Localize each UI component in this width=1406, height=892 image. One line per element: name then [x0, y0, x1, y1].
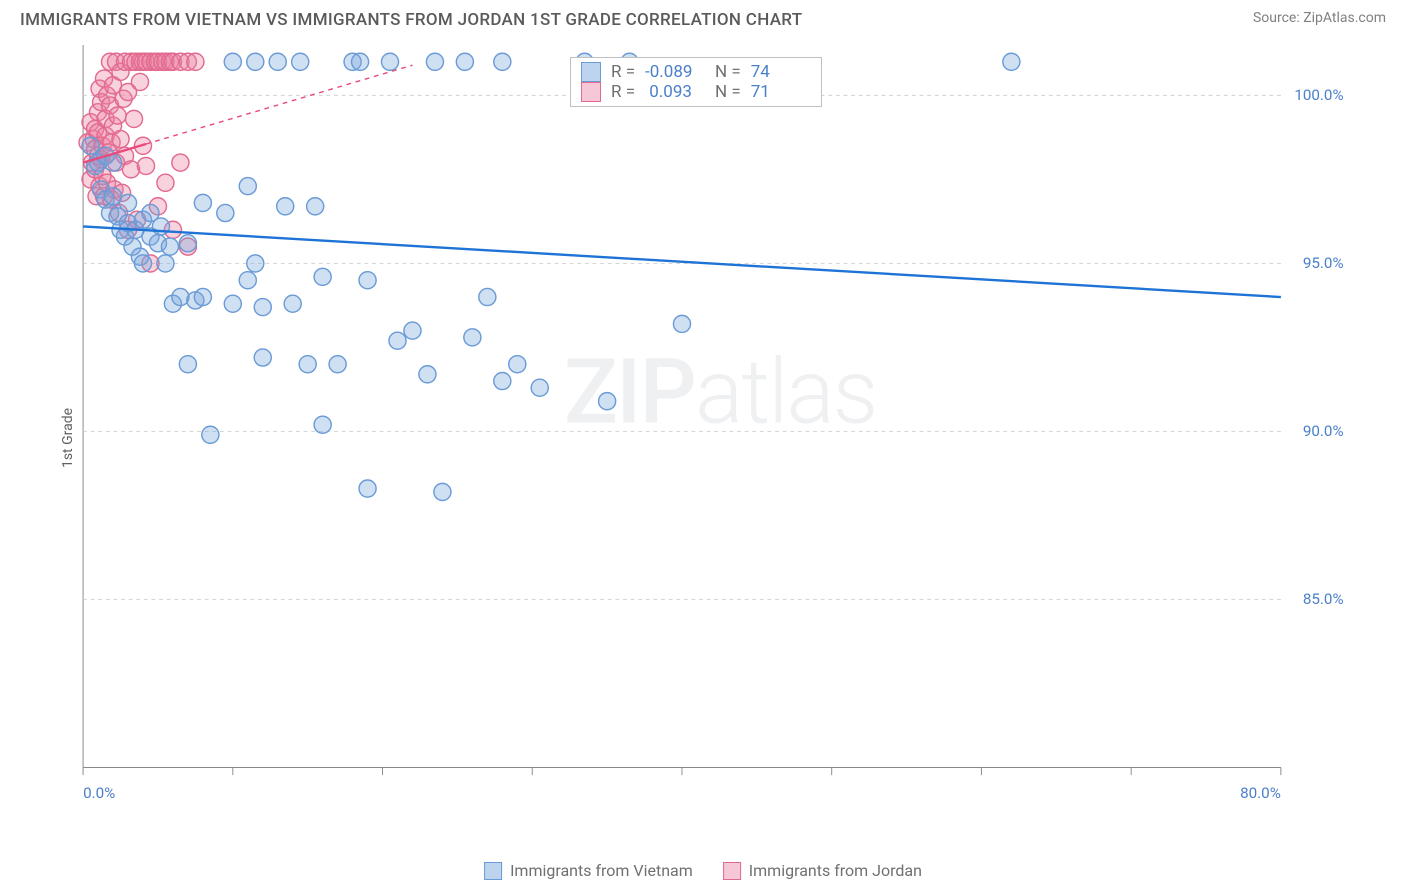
- svg-text:90.0%: 90.0%: [1303, 422, 1344, 440]
- scatter-plot: 85.0% 90.0% 95.0% 100.0% 0.0% 80.0%: [50, 45, 1390, 815]
- stats-r-vietnam: -0.089: [645, 62, 705, 82]
- svg-text:85.0%: 85.0%: [1303, 590, 1344, 608]
- stats-n-label: N =: [715, 82, 741, 102]
- stats-r-label: R =: [611, 82, 635, 102]
- stats-r-label: R =: [611, 62, 635, 82]
- stats-n-label: N =: [715, 62, 741, 82]
- svg-text:95.0%: 95.0%: [1303, 254, 1344, 272]
- chart-container: 1st Grade 85.0%90.0%95.0%100.0%0.0%80.0%…: [50, 45, 1390, 815]
- legend-swatch-jordan: [723, 862, 741, 880]
- legend-item-jordan: Immigrants from Jordan: [723, 861, 922, 880]
- stats-swatch-jordan: [581, 82, 601, 102]
- stats-r-jordan: 0.093: [645, 82, 705, 102]
- svg-text:100.0%: 100.0%: [1294, 86, 1343, 104]
- legend-label-jordan: Immigrants from Jordan: [749, 861, 922, 880]
- stats-legend: R = -0.089 N = 74 R = 0.093 N = 71: [570, 57, 822, 107]
- legend-swatch-vietnam: [484, 862, 502, 880]
- bottom-legend: Immigrants from Vietnam Immigrants from …: [484, 861, 922, 880]
- svg-text:80.0%: 80.0%: [1240, 784, 1281, 802]
- chart-title: IMMIGRANTS FROM VIETNAM VS IMMIGRANTS FR…: [20, 10, 802, 30]
- legend-item-vietnam: Immigrants from Vietnam: [484, 861, 693, 880]
- stats-swatch-vietnam: [581, 62, 601, 82]
- stats-row-vietnam: R = -0.089 N = 74: [581, 62, 811, 82]
- legend-label-vietnam: Immigrants from Vietnam: [510, 861, 693, 880]
- stats-row-jordan: R = 0.093 N = 71: [581, 82, 811, 102]
- stats-n-jordan: 71: [751, 82, 811, 102]
- svg-text:0.0%: 0.0%: [83, 784, 115, 802]
- source-label: Source: ZipAtlas.com: [1253, 10, 1386, 26]
- stats-n-vietnam: 74: [751, 62, 811, 82]
